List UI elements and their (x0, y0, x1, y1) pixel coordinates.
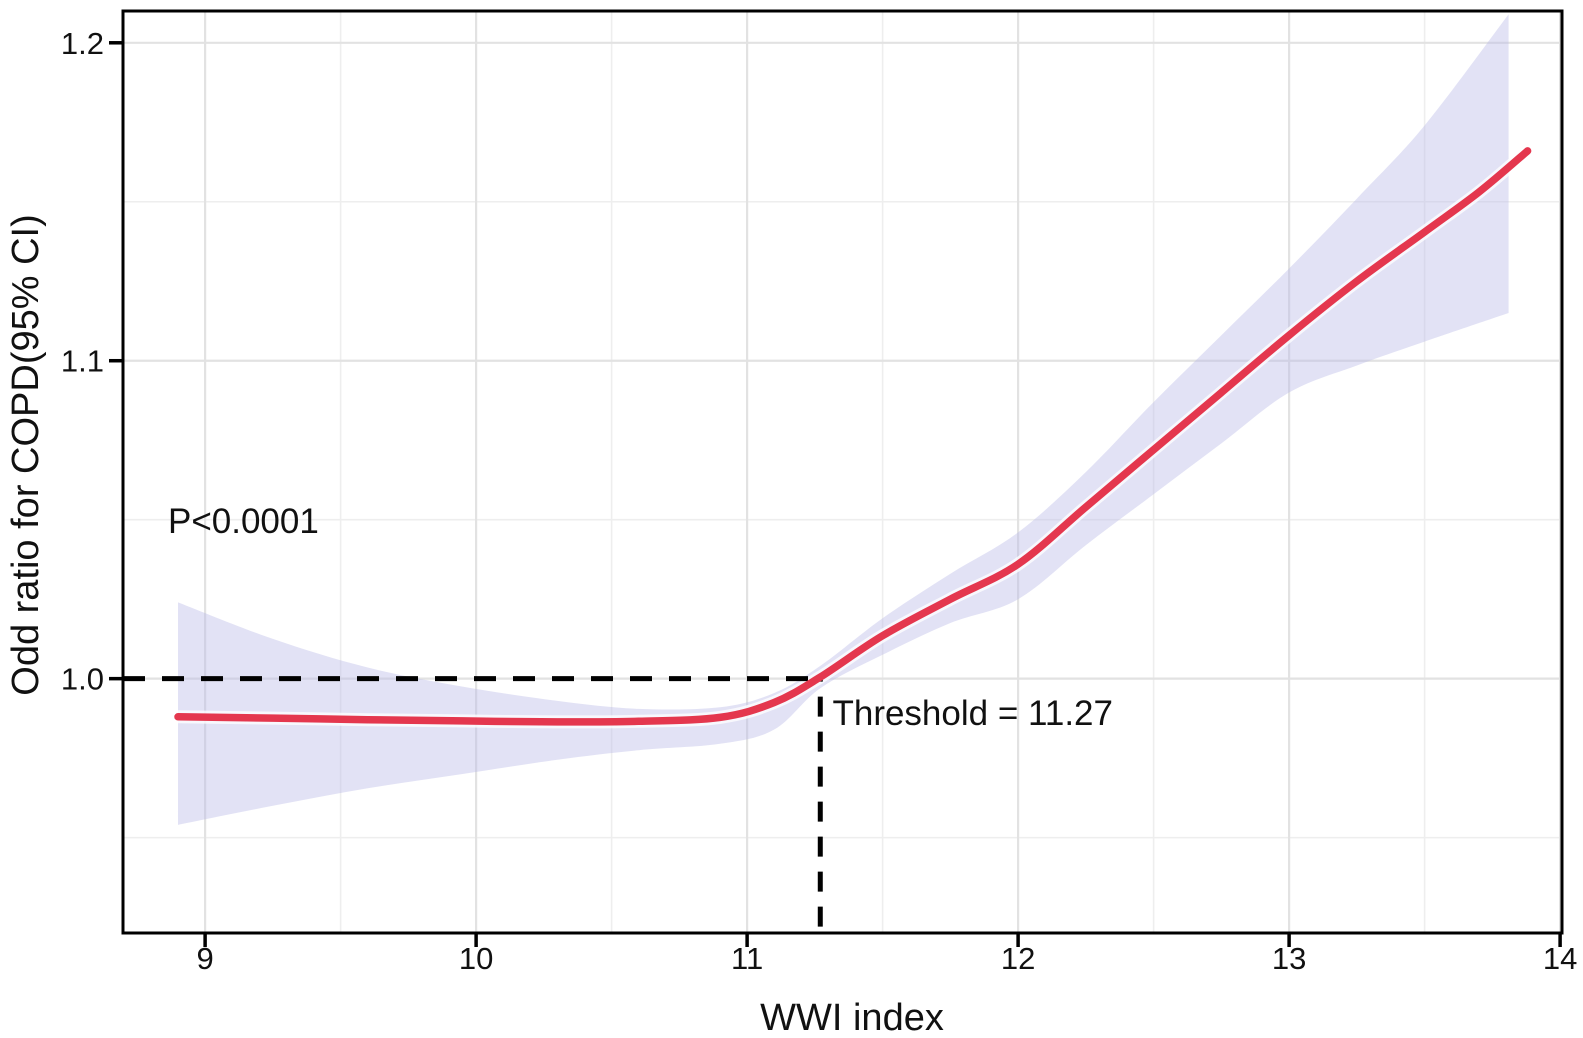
p-value-annotation: P<0.0001 (168, 502, 319, 541)
y-axis-title: Odd ratio for COPD(95% CI) (5, 214, 47, 695)
y-tick-label: 1.1 (61, 344, 104, 379)
grid-major-lines (123, 11, 1562, 933)
x-tick-label: 9 (196, 941, 213, 976)
panel-border (121, 9, 1564, 935)
y-axis-ticks: 1.0 1.1 1.2 (61, 26, 123, 697)
x-tick-label: 13 (1272, 941, 1306, 976)
or-curve (174, 147, 1532, 726)
x-axis-ticks: 9 10 11 12 13 14 (196, 933, 1577, 976)
x-tick-label: 10 (459, 941, 493, 976)
panel-background (123, 11, 1562, 933)
plot-area (123, 14, 1535, 933)
grid-minor-lines (123, 11, 1562, 933)
threshold-annotation: Threshold = 11.27 (832, 694, 1113, 733)
x-tick-label: 14 (1543, 941, 1577, 976)
y-tick-label: 1.0 (61, 662, 104, 697)
x-axis-title: WWI index (760, 997, 944, 1038)
y-tick-label: 1.2 (61, 26, 104, 61)
x-tick-label: 12 (1001, 941, 1035, 976)
x-tick-label: 11 (731, 941, 763, 976)
